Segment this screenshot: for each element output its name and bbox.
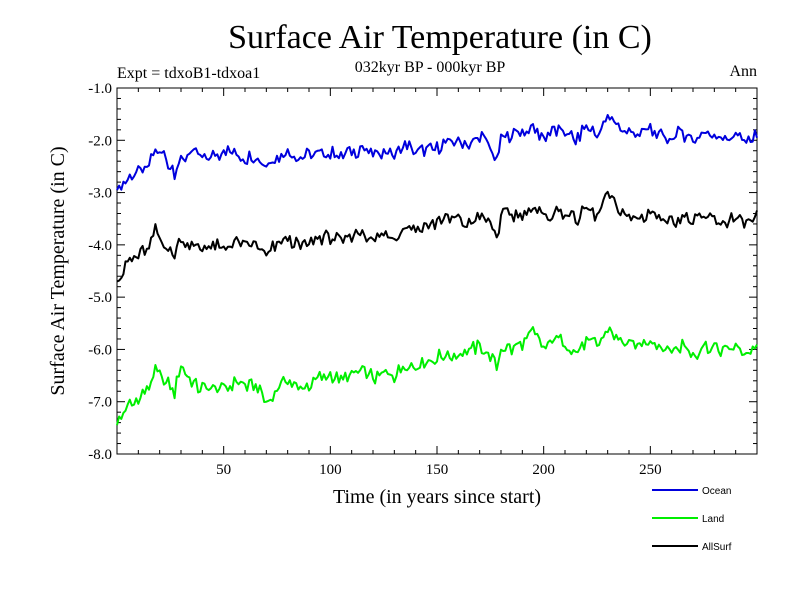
y-tick-label: -4.0 <box>88 238 112 254</box>
experiment-label: Expt = tdxoB1-tdxoa1 <box>117 65 260 82</box>
x-tick-label: 200 <box>532 462 555 478</box>
series-line-ocean <box>116 114 758 191</box>
y-tick-label: -6.0 <box>88 342 112 358</box>
chart-subtitle: 032kyr BP - 000kyr BP <box>355 59 506 76</box>
y-axis-label: Surface Air Temperature (in C) <box>47 146 69 395</box>
y-tick-label: -8.0 <box>88 447 112 463</box>
y-tick-label: -3.0 <box>88 186 112 202</box>
x-tick-label: 100 <box>319 462 342 478</box>
y-tick-label: -2.0 <box>88 133 112 149</box>
legend-label-ocean: Ocean <box>702 486 731 497</box>
legend-label-land: Land <box>702 514 724 525</box>
legend: Ocean Land AllSurf <box>652 486 732 553</box>
y-tick-label: -7.0 <box>88 395 112 411</box>
legend-label-allsurf: AllSurf <box>702 542 732 553</box>
season-label: Ann <box>729 63 757 80</box>
x-tick-label: 50 <box>216 462 231 478</box>
series-line-land <box>116 326 758 426</box>
chart-title: Surface Air Temperature (in C) <box>228 19 652 56</box>
y-tick-label: -1.0 <box>88 81 112 97</box>
series-line-allsurf <box>116 190 758 283</box>
y-tick-label: -5.0 <box>88 290 112 306</box>
x-tick-label: 250 <box>639 462 662 478</box>
x-axis-label: Time (in years since start) <box>333 486 541 508</box>
plot-area: 50 100 150 200 250 -1.0 -2.0 -3.0 -4.0 -5.0 -6.0 -7… <box>88 81 758 478</box>
x-tick-label: 150 <box>426 462 449 478</box>
